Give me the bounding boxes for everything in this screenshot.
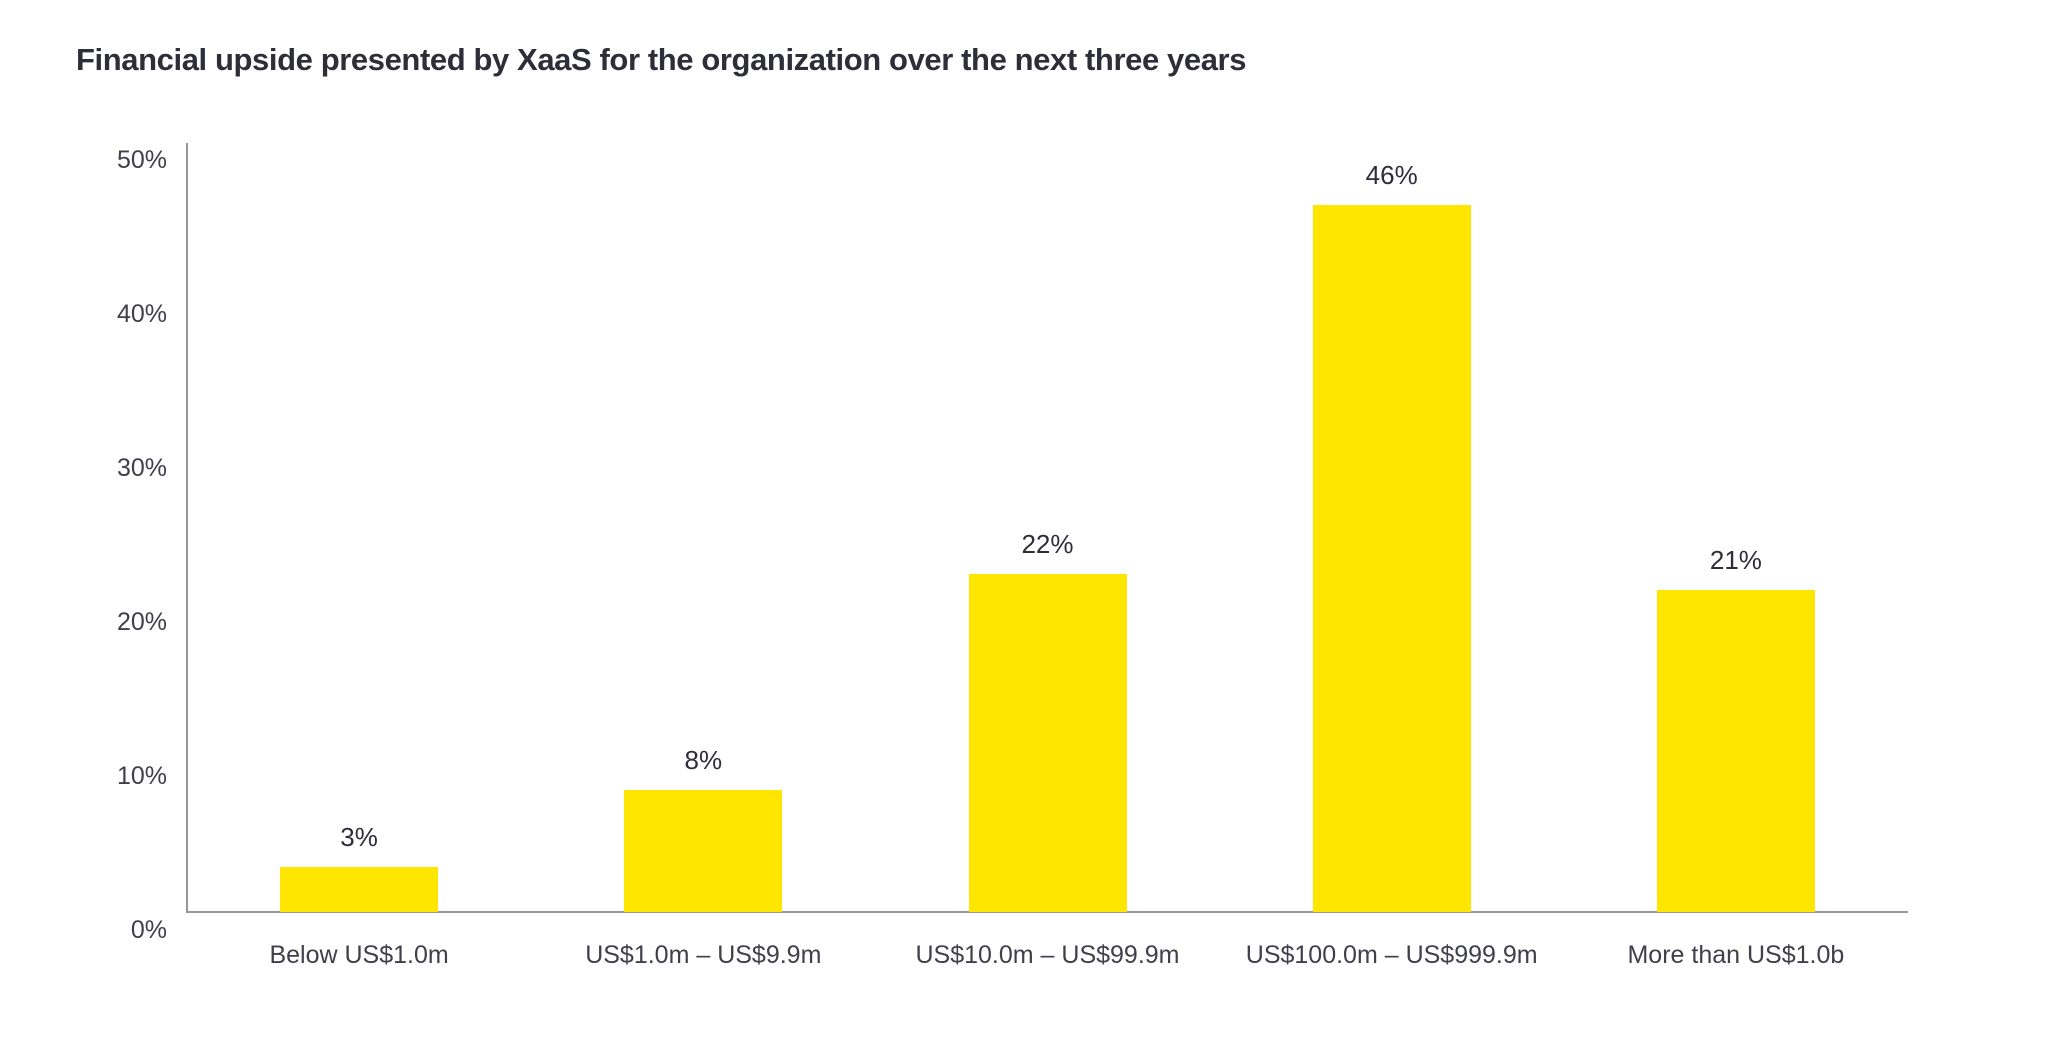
- bar-value-label: 46%: [1365, 159, 1418, 190]
- y-tick-label: 40%: [116, 300, 167, 328]
- bar: [1656, 589, 1815, 912]
- x-axis-line: [186, 911, 1908, 913]
- bar-value-label: 3%: [340, 821, 378, 852]
- x-category-label: More than US$1.0b: [1627, 941, 1845, 969]
- y-tick-label: 20%: [116, 608, 167, 636]
- x-category-label: Below US$1.0m: [269, 941, 449, 969]
- x-category-label: US$1.0m – US$9.9m: [585, 941, 822, 969]
- bar-value-label: 22%: [1021, 529, 1074, 560]
- y-axis-line: [186, 143, 188, 913]
- y-tick-label: 30%: [116, 454, 167, 482]
- bar: [968, 574, 1127, 912]
- bar-value-label: 21%: [1709, 544, 1762, 575]
- y-tick-label: 10%: [116, 762, 167, 790]
- chart-title: Financial upside presented by XaaS for t…: [76, 42, 1247, 77]
- y-tick-label: 0%: [130, 916, 167, 944]
- x-category-label: US$10.0m – US$99.9m: [915, 941, 1180, 969]
- bar-value-label: 8%: [684, 744, 723, 775]
- bar: [624, 789, 783, 912]
- bar: [1312, 204, 1471, 912]
- bar: [280, 866, 439, 912]
- y-tick-label: 50%: [116, 146, 167, 174]
- x-category-label: US$100.0m – US$999.9m: [1245, 941, 1538, 969]
